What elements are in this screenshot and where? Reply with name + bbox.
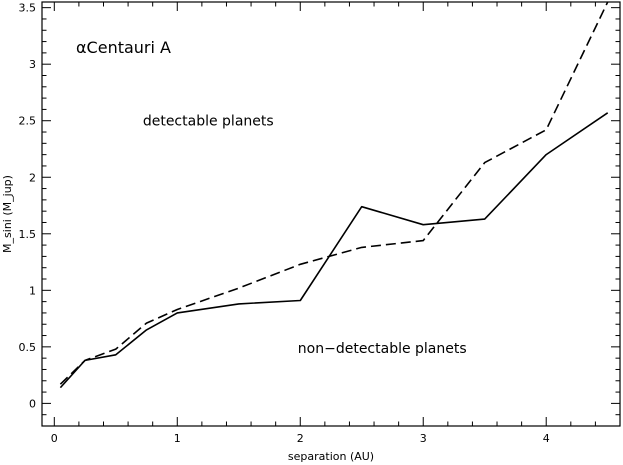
labels-layer: 0 1 2 3 4 0 0.5 1 1.5 2 2.5 3 3.5 [19, 2, 550, 445]
y-tick-label: 3 [29, 58, 36, 71]
y-tick-label: 2.5 [19, 115, 37, 128]
chart-title: αCentauri A [76, 38, 171, 57]
y-tick-label: 1.5 [19, 228, 37, 241]
annotation-detectable: detectable planets [143, 114, 274, 130]
x-axis-title: separation (AU) [288, 450, 374, 463]
y-tick-label: 0.5 [19, 341, 37, 354]
y-tick-label: 1 [29, 284, 36, 297]
x-tick-label: 1 [174, 432, 181, 445]
annotation-non-detectable: non−detectable planets [298, 341, 467, 357]
x-tick-label: 3 [420, 432, 427, 445]
x-tick-label: 2 [297, 432, 304, 445]
dashed-series-line [59, 1, 609, 385]
y-tick-label: 3.5 [19, 2, 37, 15]
ticks-layer [42, 2, 620, 426]
y-axis-title: M_sini (M_jup) [1, 175, 14, 253]
plot-frame [41, 1, 621, 427]
x-tick-label: 0 [51, 432, 58, 445]
y-tick-label: 2 [29, 171, 36, 184]
series-layer [59, 1, 609, 389]
x-tick-label: 4 [543, 432, 550, 445]
solid-series-line [59, 112, 609, 389]
y-tick-label: 0 [29, 397, 36, 410]
